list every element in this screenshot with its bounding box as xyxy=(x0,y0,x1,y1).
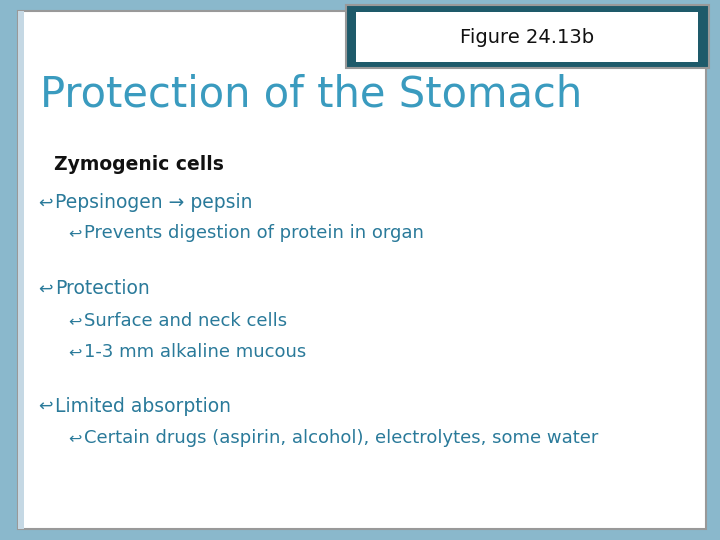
Text: ↩: ↩ xyxy=(68,431,81,446)
FancyBboxPatch shape xyxy=(356,12,698,62)
FancyBboxPatch shape xyxy=(346,5,709,68)
Text: Protection of the Stomach: Protection of the Stomach xyxy=(40,73,582,116)
FancyBboxPatch shape xyxy=(18,11,24,529)
Text: Surface and neck cells: Surface and neck cells xyxy=(84,312,287,330)
Text: ↩: ↩ xyxy=(68,345,81,360)
FancyBboxPatch shape xyxy=(18,11,706,529)
Text: ↩: ↩ xyxy=(68,314,81,329)
Text: ↩: ↩ xyxy=(38,193,53,212)
Text: Pepsinogen → pepsin: Pepsinogen → pepsin xyxy=(55,193,253,212)
Text: Zymogenic cells: Zymogenic cells xyxy=(54,155,224,174)
Text: Limited absorption: Limited absorption xyxy=(55,396,231,416)
Text: ↩: ↩ xyxy=(68,226,81,241)
Text: ↩: ↩ xyxy=(38,280,53,298)
Text: Figure 24.13b: Figure 24.13b xyxy=(460,28,595,47)
Text: Prevents digestion of protein in organ: Prevents digestion of protein in organ xyxy=(84,224,424,242)
Text: ↩: ↩ xyxy=(38,397,53,415)
Text: 1-3 mm alkaline mucous: 1-3 mm alkaline mucous xyxy=(84,343,307,361)
Text: Certain drugs (aspirin, alcohol), electrolytes, some water: Certain drugs (aspirin, alcohol), electr… xyxy=(84,429,598,448)
Text: Protection: Protection xyxy=(55,279,150,299)
